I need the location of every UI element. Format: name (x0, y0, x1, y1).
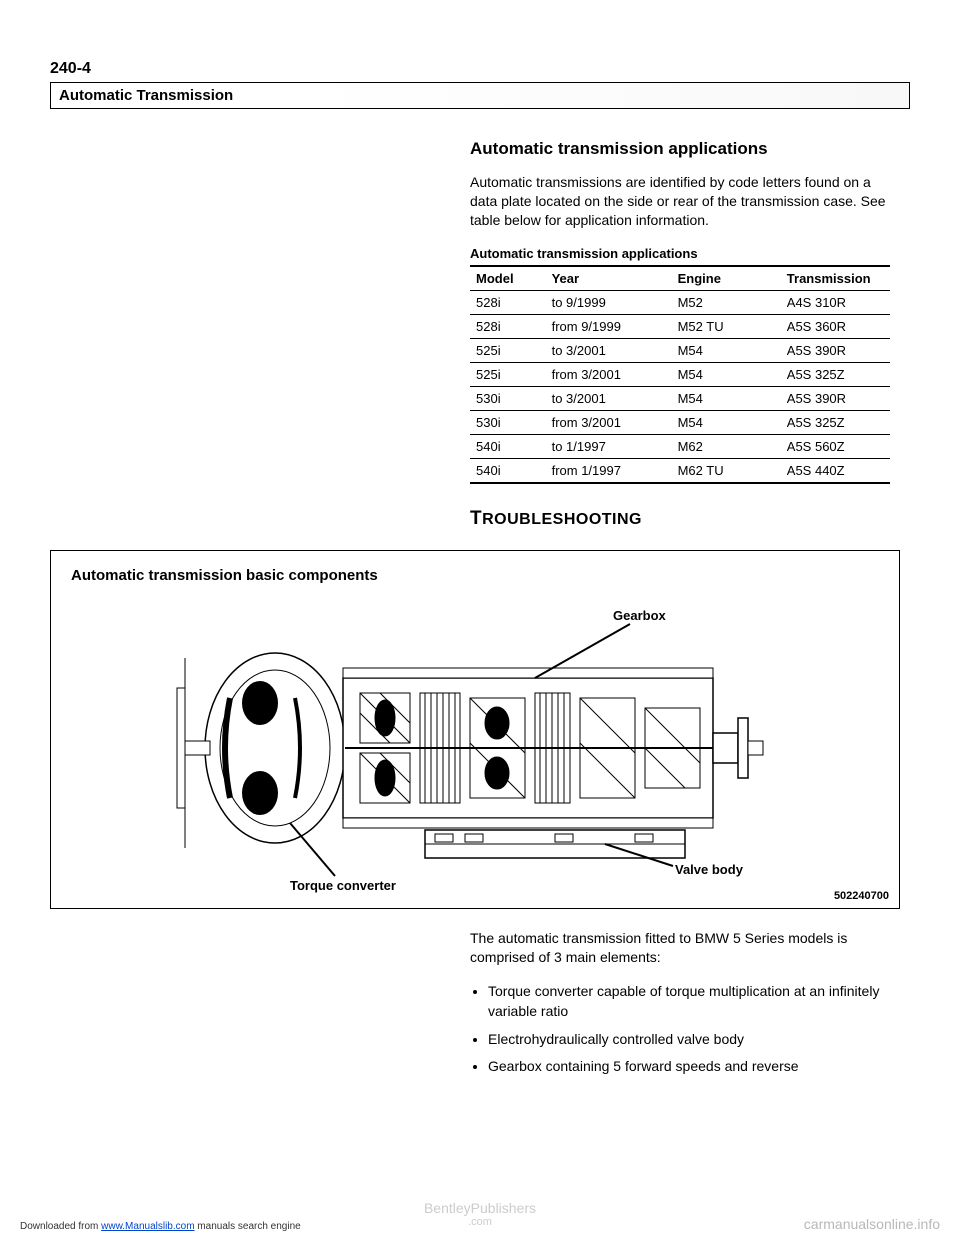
diagram-id: 502240700 (834, 890, 889, 902)
torque-converter-label: Torque converter (290, 878, 396, 893)
applications-table: Model Year Engine Transmission 528ito 9/… (470, 265, 890, 484)
footer-left-suffix: manuals search engine (195, 1221, 301, 1232)
footer-right-watermark: carmanualsonline.info (804, 1216, 940, 1232)
footer-left-prefix: Downloaded from (20, 1221, 101, 1232)
footer-center-watermark: BentleyPublishers .com (424, 1201, 536, 1228)
table-row: 540ito 1/1997M62A5S 560Z (470, 434, 890, 458)
table-cell: A5S 560Z (781, 434, 890, 458)
table-cell: from 1/1997 (546, 458, 672, 483)
table-cell: 530i (470, 410, 546, 434)
th-engine: Engine (672, 266, 781, 291)
table-cell: from 3/2001 (546, 362, 672, 386)
table-cell: to 1/1997 (546, 434, 672, 458)
table-cell: from 3/2001 (546, 410, 672, 434)
list-item: Electrohydraulically controlled valve bo… (488, 1030, 890, 1050)
list-item: Torque converter capable of torque multi… (488, 982, 890, 1021)
table-row: 530ito 3/2001M54A5S 390R (470, 386, 890, 410)
table-cell: A5S 325Z (781, 410, 890, 434)
table-cell: M52 (672, 290, 781, 314)
valve-body-label: Valve body (675, 862, 744, 877)
table-row: 540ifrom 1/1997M62 TUA5S 440Z (470, 458, 890, 483)
table-cell: A5S 440Z (781, 458, 890, 483)
table-cell: to 3/2001 (546, 386, 672, 410)
table-row: 530ifrom 3/2001M54A5S 325Z (470, 410, 890, 434)
table-cell: A5S 360R (781, 314, 890, 338)
table-cell: from 9/1999 (546, 314, 672, 338)
table-cell: 525i (470, 362, 546, 386)
diagram-title: Automatic transmission basic components (71, 567, 879, 584)
th-year: Year (546, 266, 672, 291)
table-header-row: Model Year Engine Transmission (470, 266, 890, 291)
after-diagram-paragraph: The automatic transmission fitted to BMW… (470, 929, 890, 967)
bullet-list: Torque converter capable of torque multi… (488, 982, 890, 1076)
troubleshooting-rest: ROUBLESHOOTING (482, 511, 642, 528)
content-column-right: Automatic transmission applications Auto… (470, 139, 890, 530)
table-cell: M54 (672, 338, 781, 362)
intro-paragraph: Automatic transmissions are identified b… (470, 173, 890, 230)
table-cell: M54 (672, 386, 781, 410)
table-cell: 528i (470, 290, 546, 314)
table-cell: 528i (470, 314, 546, 338)
th-model: Model (470, 266, 546, 291)
table-title: Automatic transmission applications (470, 246, 890, 261)
table-cell: A5S 390R (781, 338, 890, 362)
after-diagram-content: The automatic transmission fitted to BMW… (470, 929, 890, 1077)
table-cell: M54 (672, 410, 781, 434)
list-item: Gearbox containing 5 forward speeds and … (488, 1057, 890, 1077)
transmission-diagram-svg: Gearbox Torque converter Valve body (135, 598, 815, 898)
gearbox-label: Gearbox (613, 608, 667, 623)
table-cell: M54 (672, 362, 781, 386)
table-cell: A4S 310R (781, 290, 890, 314)
footer-left: Downloaded from www.Manualslib.com manua… (20, 1221, 301, 1232)
th-transmission: Transmission (781, 266, 890, 291)
table-cell: 530i (470, 386, 546, 410)
page-number: 240-4 (50, 60, 910, 78)
table-cell: 525i (470, 338, 546, 362)
table-cell: M62 (672, 434, 781, 458)
sub-heading-applications: Automatic transmission applications (470, 139, 890, 159)
diagram-box: Automatic transmission basic components (50, 550, 900, 909)
troubleshooting-heading: TROUBLESHOOTING (470, 508, 890, 530)
table-cell: A5S 325Z (781, 362, 890, 386)
table-row: 528ito 9/1999M52A4S 310R (470, 290, 890, 314)
table-row: 528ifrom 9/1999M52 TUA5S 360R (470, 314, 890, 338)
footer-center-line1: BentleyPublishers (424, 1201, 536, 1216)
table-cell: to 3/2001 (546, 338, 672, 362)
table-cell: 540i (470, 458, 546, 483)
table-cell: 540i (470, 434, 546, 458)
table-cell: M62 TU (672, 458, 781, 483)
table-cell: M52 TU (672, 314, 781, 338)
table-row: 525ito 3/2001M54A5S 390R (470, 338, 890, 362)
table-row: 525ifrom 3/2001M54A5S 325Z (470, 362, 890, 386)
section-header: Automatic Transmission (50, 82, 910, 109)
footer-center-line2: .com (424, 1216, 536, 1228)
footer-link[interactable]: www.Manualslib.com (101, 1221, 194, 1232)
diagram-svg-wrap: Gearbox Torque converter Valve body (71, 598, 879, 898)
table-cell: A5S 390R (781, 386, 890, 410)
troubleshooting-first-letter: T (470, 508, 482, 529)
table-cell: to 9/1999 (546, 290, 672, 314)
